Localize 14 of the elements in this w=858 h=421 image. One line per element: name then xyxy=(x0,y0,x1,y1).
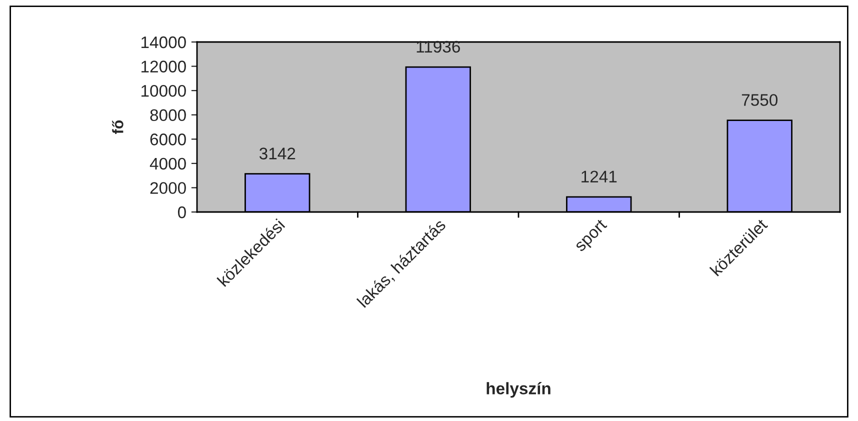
data-label: 1241 xyxy=(582,170,617,182)
y-tick-label: 14000 xyxy=(142,36,186,48)
x-axis-title: helyszín xyxy=(486,382,550,398)
y-axis-title: fő xyxy=(112,120,124,134)
y-tick-label: 8000 xyxy=(150,109,186,122)
data-label: 11936 xyxy=(416,40,460,53)
y-tick-label: 10000 xyxy=(142,84,186,97)
y-tick-label: 12000 xyxy=(142,60,186,72)
y-tick-label: 6000 xyxy=(150,134,186,146)
y-tick-label: 4000 xyxy=(150,158,186,170)
y-tick-label: 0 xyxy=(178,206,186,218)
data-label: 7550 xyxy=(742,94,778,106)
y-tick-label: 2000 xyxy=(150,182,186,194)
data-label: 3142 xyxy=(259,148,296,160)
